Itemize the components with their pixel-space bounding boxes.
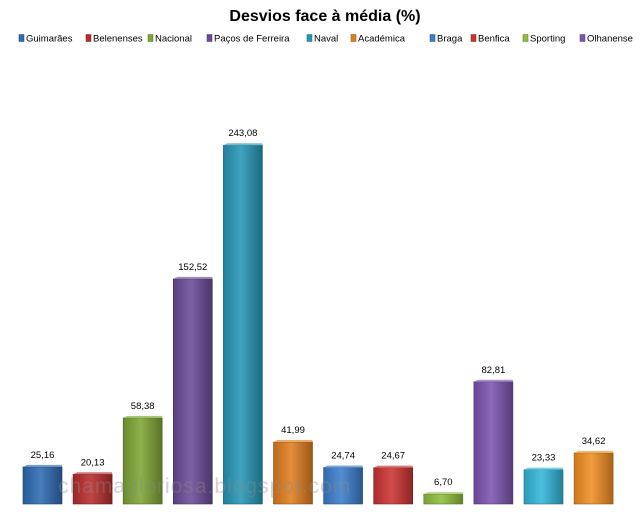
bar-body-belenenses — [72, 473, 113, 505]
bar-nacional — [122, 415, 163, 505]
bar-maritimo — [523, 467, 564, 505]
bar-body-nacional — [122, 417, 163, 505]
legend-label-naval: Naval — [314, 34, 338, 45]
watermark-text: chamagloriosa.blogspot.com — [58, 475, 351, 498]
legend-label-benfica: Benfica — [478, 34, 510, 45]
legend-label-pacos-de-ferreira: Paços de Ferreira — [214, 34, 290, 45]
legend-label-braga: Braga — [437, 34, 463, 45]
legend-swatch-olhanense — [579, 34, 586, 42]
bar-body-pacos-de-ferreira — [173, 278, 213, 505]
bar-top-nacional — [123, 415, 163, 418]
legend-swatch-braga — [429, 34, 436, 42]
data-label-sporting: 6,70 — [434, 477, 453, 488]
bar-top-maritimo — [524, 467, 563, 470]
bar-body-academica — [273, 441, 313, 505]
legend-swatch-benfica — [470, 34, 477, 42]
bar-guimaraes — [22, 464, 63, 505]
bar-body-leixoes — [573, 452, 614, 505]
data-label-belenenses: 20,13 — [81, 457, 105, 468]
data-label-leixoes: 34,62 — [582, 436, 606, 447]
data-label-maritimo: 23,33 — [532, 453, 556, 464]
bar-top-sporting — [423, 492, 463, 495]
legend-swatch-sporting — [522, 34, 529, 42]
legend-label-sporting: Sporting — [530, 34, 565, 45]
legend-swatch-belenenses — [85, 34, 92, 42]
bar-top-pacos-de-ferreira — [173, 276, 213, 279]
data-label-braga: 24,74 — [331, 450, 355, 461]
bar-academica — [273, 440, 313, 505]
data-label-pacos-de-ferreira: 152,52 — [178, 262, 207, 273]
bar-body-guimaraes — [22, 466, 63, 505]
bar-body-sporting — [423, 493, 464, 505]
legend-label-nacional: Nacional — [155, 34, 192, 45]
bar-belenenses — [72, 472, 113, 505]
bar-top-leixoes — [574, 450, 614, 453]
bar-top-braga — [323, 465, 363, 468]
data-labels: 25,16 20,13 58,38 152,52 243,08 41,99 24,74 24,… — [31, 128, 606, 488]
legend: Guimarães Belenenses Nacional Paços de Ferr… — [18, 34, 633, 45]
data-label-benfica: 24,67 — [381, 451, 405, 462]
bar-top-naval — [223, 143, 263, 146]
legend-label-olhanense: Olhanense — [587, 34, 633, 45]
bar-top-benfica — [373, 465, 413, 468]
data-label-naval: 243,08 — [228, 128, 257, 139]
legend-label-belenenses: Belenenses — [93, 34, 143, 45]
bar-top-belenenses — [73, 472, 113, 475]
legend-swatch-guimaraes — [18, 34, 25, 42]
data-label-guimaraes: 25,16 — [31, 450, 55, 461]
legend-swatch-nacional — [147, 34, 154, 42]
legend-label-academica: Académica — [358, 34, 406, 45]
legend-swatch-academica — [350, 34, 357, 42]
bar-olhanense — [473, 379, 514, 505]
legend-label-guimaraes: Guimarães — [26, 34, 73, 45]
data-label-academica: 41,99 — [281, 425, 305, 436]
bar-naval — [223, 143, 263, 505]
chart-title: Desvios face à média (%) — [229, 8, 420, 25]
bar-body-maritimo — [523, 469, 564, 505]
data-label-olhanense: 82,81 — [482, 365, 506, 376]
bar-pacos-de-ferreira — [173, 276, 213, 505]
bar-leixoes — [573, 450, 614, 505]
bar-top-academica — [273, 440, 313, 443]
bar-top-guimaraes — [23, 464, 62, 467]
legend-swatch-pacos-de-ferreira — [206, 34, 213, 42]
bars — [22, 143, 614, 505]
bar-body-naval — [223, 144, 263, 505]
bar-benfica — [373, 465, 414, 505]
bar-top-olhanense — [473, 379, 513, 382]
bar-braga — [323, 465, 363, 505]
bar-body-benfica — [373, 467, 414, 505]
bar-body-olhanense — [473, 381, 514, 505]
legend-swatch-naval — [306, 34, 313, 42]
data-label-nacional: 58,38 — [131, 401, 155, 412]
bar-sporting — [423, 492, 464, 505]
